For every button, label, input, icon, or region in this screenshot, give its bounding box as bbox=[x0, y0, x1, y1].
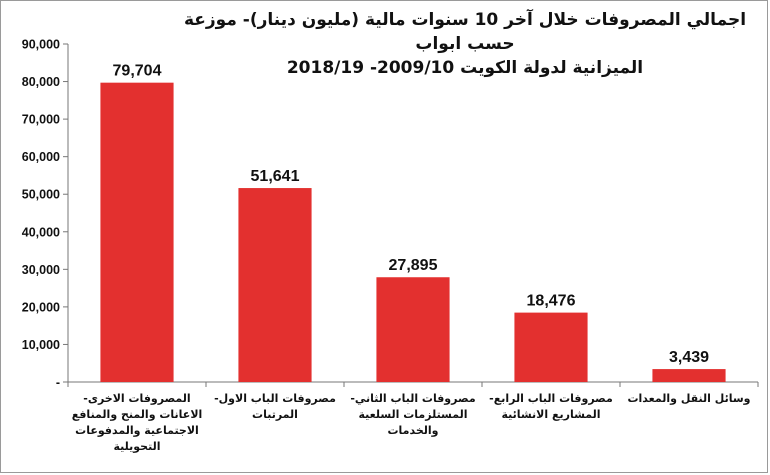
category-label-line: مصروفات الباب الرابع- bbox=[489, 392, 613, 405]
category-label: مصروفات الباب الرابع- المشاريع الانشائية bbox=[489, 392, 613, 421]
x-axis bbox=[67, 381, 759, 387]
category-label-line: والخدمات bbox=[387, 424, 438, 437]
y-tick-label: 60,000 bbox=[22, 150, 60, 164]
y-tick-label: 40,000 bbox=[22, 225, 60, 239]
bar bbox=[652, 369, 726, 382]
bars bbox=[100, 82, 726, 382]
category-label-line: وسائل النقل والمعدات bbox=[627, 392, 750, 405]
category-labels: المصروفات الاخرى- الاعانات والمنح والمناف… bbox=[72, 392, 751, 453]
data-labels: 79,704 51,641 27,895 18,476 3,439 bbox=[113, 63, 710, 366]
y-tick-label: 50,000 bbox=[22, 188, 60, 202]
category-label: وسائل النقل والمعدات bbox=[627, 392, 750, 405]
y-tick-label: 70,000 bbox=[22, 113, 60, 127]
data-label: 3,439 bbox=[669, 349, 709, 366]
y-tick-label: 90,000 bbox=[22, 38, 60, 52]
data-label: 79,704 bbox=[113, 63, 162, 80]
y-tick-label: 80,000 bbox=[22, 75, 60, 89]
bar bbox=[514, 312, 588, 382]
category-label-line: المشاريع الانشائية bbox=[501, 408, 600, 421]
category-label-line: الاعانات والمنح والمنافع bbox=[72, 408, 203, 421]
category-label-line: التحويلية bbox=[114, 440, 161, 453]
bar bbox=[100, 82, 174, 382]
category-label-line: الاجتماعية والمدفوعات bbox=[75, 424, 199, 437]
y-tick-label: 30,000 bbox=[22, 263, 60, 277]
chart-title-line-2: الميزانية لدولة الكويت 2009/10- 2018/19 bbox=[286, 58, 644, 78]
category-label: المصروفات الاخرى- الاعانات والمنح والمناف… bbox=[72, 392, 203, 453]
bar bbox=[238, 188, 312, 382]
bar bbox=[376, 277, 450, 382]
data-label: 18,476 bbox=[527, 293, 576, 310]
category-label-line: المستلزمات السلعية bbox=[358, 408, 467, 421]
category-label-line: مصروفات الباب الثاني- bbox=[350, 392, 475, 405]
chart-title-line-1: اجمالي المصروفات خلال آخر 10 سنوات مالية… bbox=[183, 10, 747, 54]
y-tick-label: 10,000 bbox=[22, 338, 60, 352]
y-axis: - 10,000 20,000 30,000 40,000 50,000 60,000 70,… bbox=[22, 38, 69, 390]
category-label: مصروفات الباب الاول- المرتبات bbox=[214, 392, 336, 421]
category-label-line: مصروفات الباب الاول- bbox=[214, 392, 336, 405]
data-label: 27,895 bbox=[389, 257, 438, 274]
chart-title: اجمالي المصروفات خلال آخر 10 سنوات مالية… bbox=[180, 8, 750, 80]
y-tick-label: 20,000 bbox=[22, 300, 60, 314]
category-label: مصروفات الباب الثاني- المستلزمات السلعية و… bbox=[350, 392, 475, 437]
category-label-line: المصروفات الاخرى- bbox=[83, 392, 190, 405]
category-label-line: المرتبات bbox=[252, 408, 298, 421]
y-tick-label: - bbox=[56, 376, 60, 390]
data-label: 51,641 bbox=[251, 168, 300, 185]
